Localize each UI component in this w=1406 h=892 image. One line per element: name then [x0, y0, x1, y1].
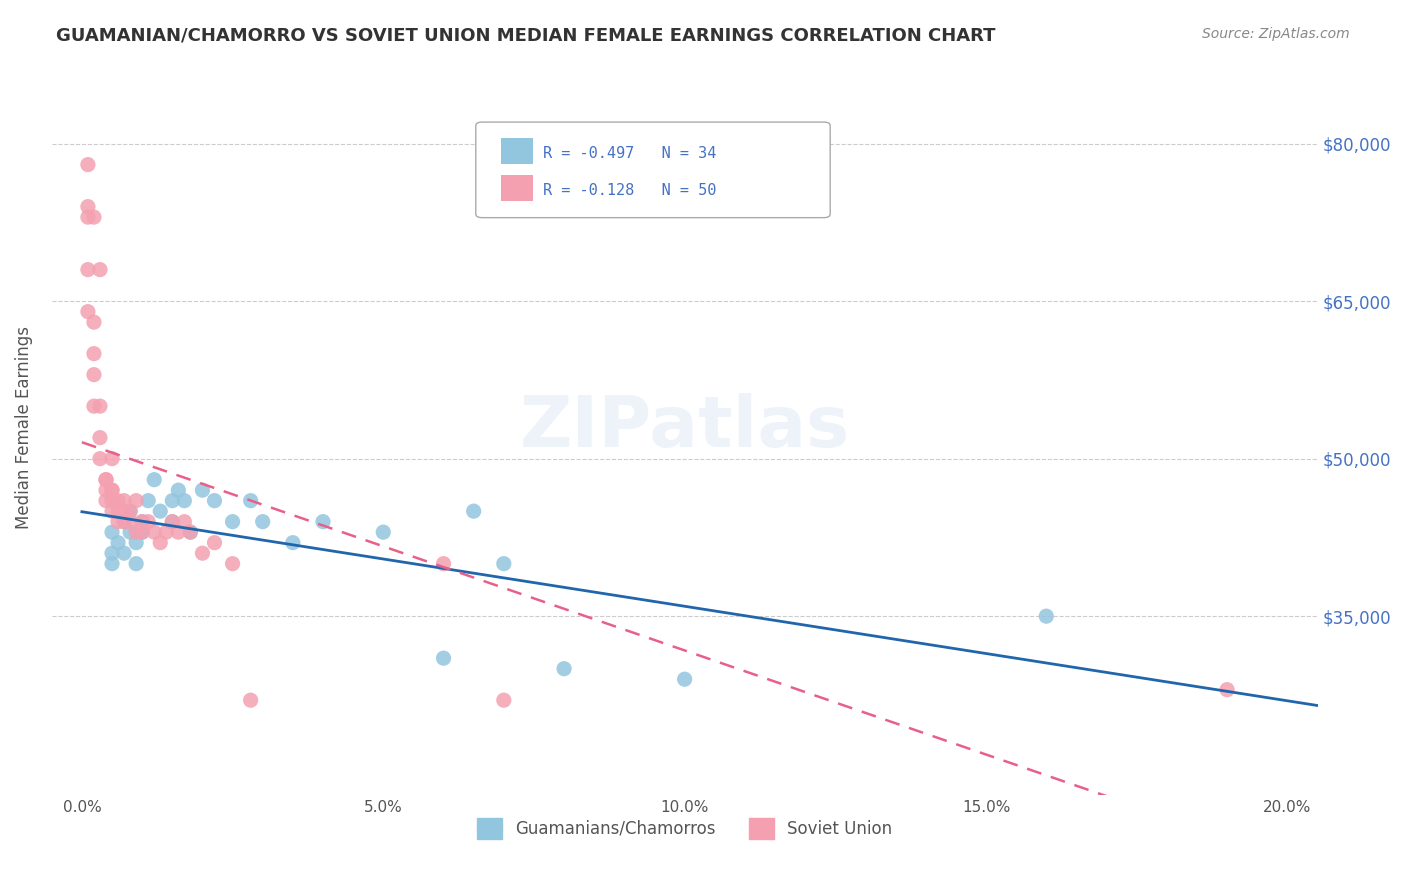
Point	[83, 368, 105, 382]
Point	[101, 525, 124, 540]
Point	[136, 493, 159, 508]
Point	[131, 525, 153, 540]
Legend: Guamanians/Chamorros, Soviet Union: Guamanians/Chamorros, Soviet Union	[470, 812, 898, 846]
Point	[101, 483, 124, 498]
Point	[112, 515, 135, 529]
Point	[162, 515, 184, 529]
Point	[112, 515, 135, 529]
Point	[432, 557, 454, 571]
Point	[221, 515, 243, 529]
Point	[125, 525, 148, 540]
Point	[112, 504, 135, 518]
Point	[125, 535, 148, 549]
Point	[312, 515, 335, 529]
Point	[101, 504, 124, 518]
Point	[204, 535, 226, 549]
Point	[101, 546, 124, 560]
Point	[120, 504, 142, 518]
Text: R = -0.128   N = 50: R = -0.128 N = 50	[543, 183, 716, 198]
Point	[94, 473, 117, 487]
Point	[179, 525, 201, 540]
Point	[89, 399, 111, 413]
Point	[131, 525, 153, 540]
Point	[120, 515, 142, 529]
Text: Source: ZipAtlas.com: Source: ZipAtlas.com	[1202, 27, 1350, 41]
Text: R = -0.497   N = 34: R = -0.497 N = 34	[543, 146, 716, 161]
Point	[107, 535, 129, 549]
Point	[143, 473, 166, 487]
Point	[281, 535, 304, 549]
Point	[112, 546, 135, 560]
Point	[143, 525, 166, 540]
Point	[94, 473, 117, 487]
Point	[149, 535, 172, 549]
Point	[191, 546, 214, 560]
Point	[77, 200, 100, 214]
Point	[94, 483, 117, 498]
Text: ZIPatlas: ZIPatlas	[520, 392, 849, 462]
Point	[107, 504, 129, 518]
Point	[492, 693, 515, 707]
Point	[131, 515, 153, 529]
Point	[492, 557, 515, 571]
Point	[101, 451, 124, 466]
Point	[136, 515, 159, 529]
Point	[83, 315, 105, 329]
Point	[173, 493, 195, 508]
Point	[83, 399, 105, 413]
Point	[89, 431, 111, 445]
Point	[162, 493, 184, 508]
Point	[373, 525, 395, 540]
Point	[1035, 609, 1057, 624]
Point	[553, 662, 575, 676]
Point	[167, 483, 190, 498]
Point	[77, 262, 100, 277]
Point	[101, 557, 124, 571]
Point	[107, 493, 129, 508]
Point	[432, 651, 454, 665]
Point	[673, 672, 696, 686]
Point	[131, 515, 153, 529]
Point	[77, 304, 100, 318]
Point	[463, 504, 485, 518]
Point	[89, 262, 111, 277]
Y-axis label: Median Female Earnings: Median Female Earnings	[15, 326, 32, 529]
Point	[101, 483, 124, 498]
Point	[125, 557, 148, 571]
Point	[94, 493, 117, 508]
Point	[101, 493, 124, 508]
Point	[112, 493, 135, 508]
Point	[120, 525, 142, 540]
FancyBboxPatch shape	[501, 175, 533, 201]
Point	[204, 493, 226, 508]
Point	[120, 504, 142, 518]
Text: GUAMANIAN/CHAMORRO VS SOVIET UNION MEDIAN FEMALE EARNINGS CORRELATION CHART: GUAMANIAN/CHAMORRO VS SOVIET UNION MEDIA…	[56, 27, 995, 45]
Point	[179, 525, 201, 540]
FancyBboxPatch shape	[475, 122, 830, 218]
Point	[155, 525, 177, 540]
Point	[1216, 682, 1239, 697]
Point	[221, 557, 243, 571]
Point	[191, 483, 214, 498]
Point	[239, 693, 262, 707]
Point	[107, 515, 129, 529]
Point	[83, 346, 105, 360]
Point	[89, 451, 111, 466]
Point	[83, 210, 105, 224]
Point	[125, 493, 148, 508]
Point	[162, 515, 184, 529]
Point	[77, 158, 100, 172]
Point	[239, 493, 262, 508]
FancyBboxPatch shape	[501, 138, 533, 164]
Point	[77, 210, 100, 224]
Point	[173, 515, 195, 529]
Point	[149, 504, 172, 518]
Point	[167, 525, 190, 540]
Point	[252, 515, 274, 529]
